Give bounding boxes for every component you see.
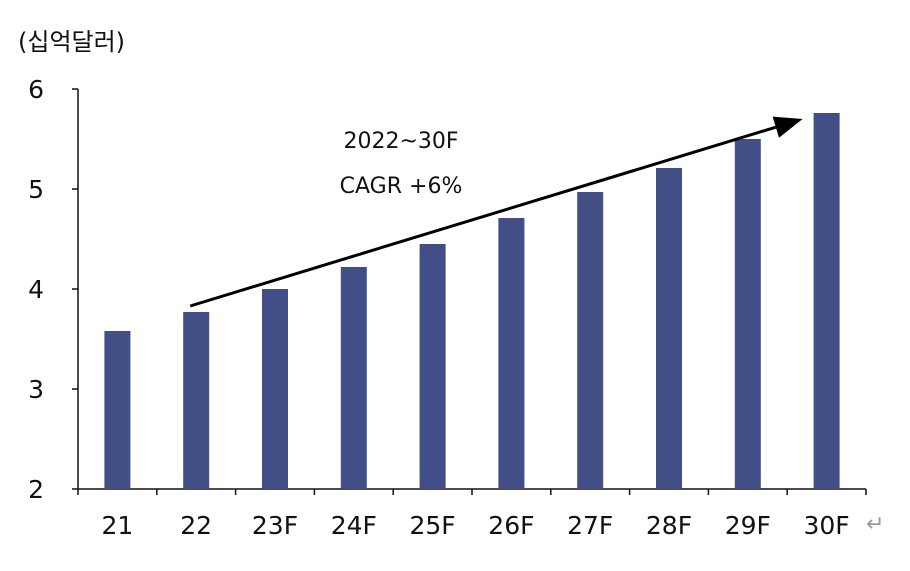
x-tick-label: 26F	[488, 511, 534, 540]
y-tick-label: 4	[28, 275, 44, 304]
cagr-annotation: 2022~30F CAGR +6%	[189, 116, 803, 308]
y-tick-label: 6	[28, 75, 44, 104]
bar-24F	[340, 267, 367, 489]
y-axis: 2 3 4 5 6	[28, 75, 79, 504]
bar-28F	[656, 168, 682, 489]
x-tick-label: 24F	[331, 511, 377, 540]
trend-arrow-head	[772, 116, 803, 138]
bar-22	[183, 312, 210, 489]
bar-21	[104, 331, 131, 489]
unit-label: (십억달러)	[18, 28, 126, 56]
bar-30F	[813, 113, 840, 489]
bar-27F	[577, 192, 604, 489]
x-tick-label: 29F	[725, 511, 771, 540]
x-tick-label: 27F	[567, 511, 613, 540]
y-tick-label: 2	[28, 475, 44, 504]
x-axis: 21 22 23F 24F 25F 26F 27F 28F 29F 30F	[77, 488, 867, 540]
bar-26F	[498, 218, 525, 489]
bars	[104, 113, 840, 489]
bar-29F	[734, 139, 761, 489]
x-tick-label: 28F	[646, 511, 692, 540]
trend-arrow-line	[189, 125, 777, 308]
annotation-period: 2022~30F	[343, 129, 458, 154]
bar-23F	[262, 289, 288, 489]
y-tick-label: 3	[28, 375, 44, 404]
x-tick-label: 30F	[803, 511, 849, 540]
return-mark: ↵	[866, 512, 885, 537]
x-tick-label: 22	[180, 511, 212, 540]
x-tick-label: 23F	[252, 511, 298, 540]
x-tick-label: 21	[101, 511, 133, 540]
y-tick-label: 5	[28, 175, 44, 204]
annotation-cagr: CAGR +6%	[340, 174, 463, 199]
bar-25F	[419, 244, 446, 489]
x-tick-label: 25F	[409, 511, 455, 540]
